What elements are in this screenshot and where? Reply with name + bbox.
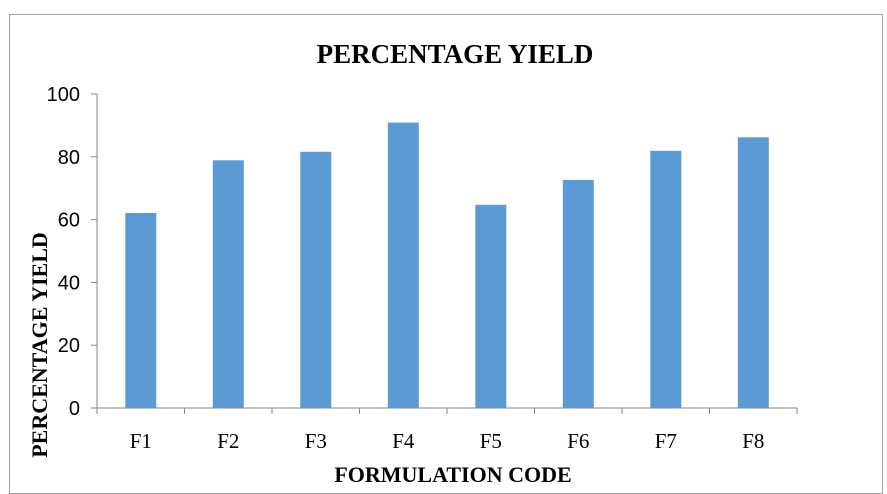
x-tick-label: F6 xyxy=(567,429,589,453)
bar-f6 xyxy=(562,180,594,408)
x-tick-label: F4 xyxy=(392,429,415,453)
bar-f7 xyxy=(650,150,682,409)
x-tick-label: F1 xyxy=(130,429,152,453)
y-tick-label: 0 xyxy=(69,398,80,420)
x-tick-labels: F1 F2 F3 F4 F5 F6 F7 F8 xyxy=(130,429,765,453)
x-tick-label: F8 xyxy=(742,429,764,453)
y-tick-label: 80 xyxy=(58,147,80,169)
y-tick-label: 20 xyxy=(58,335,80,357)
y-tick-labels: 0 20 40 60 80 100 xyxy=(47,84,80,420)
y-tick-label: 40 xyxy=(58,272,80,294)
bar-f5 xyxy=(475,204,507,408)
bar-f4 xyxy=(387,122,419,408)
x-axis-title: FORMULATION CODE xyxy=(334,462,571,484)
bar-f1 xyxy=(125,213,157,408)
bar-f3 xyxy=(300,151,332,409)
y-tick-label: 100 xyxy=(47,84,80,106)
y-axis-title: PERCENTAGE YIELD xyxy=(27,232,52,458)
bar-f8 xyxy=(737,137,769,409)
chart-title: PERCENTAGE YIELD xyxy=(317,39,594,69)
axes xyxy=(91,93,798,414)
x-tick-label: F7 xyxy=(655,429,677,453)
x-tick-label: F3 xyxy=(305,429,327,453)
bar-group xyxy=(125,122,769,409)
y-tick-label: 60 xyxy=(58,210,80,232)
x-tick-label: F2 xyxy=(217,429,239,453)
chart: PERCENTAGE YIELD 0 20 40 60 80 100 F1 F2 F3 F4 F5… xyxy=(27,39,798,484)
bar-f2 xyxy=(212,160,244,408)
x-tick-label: F5 xyxy=(480,429,502,453)
